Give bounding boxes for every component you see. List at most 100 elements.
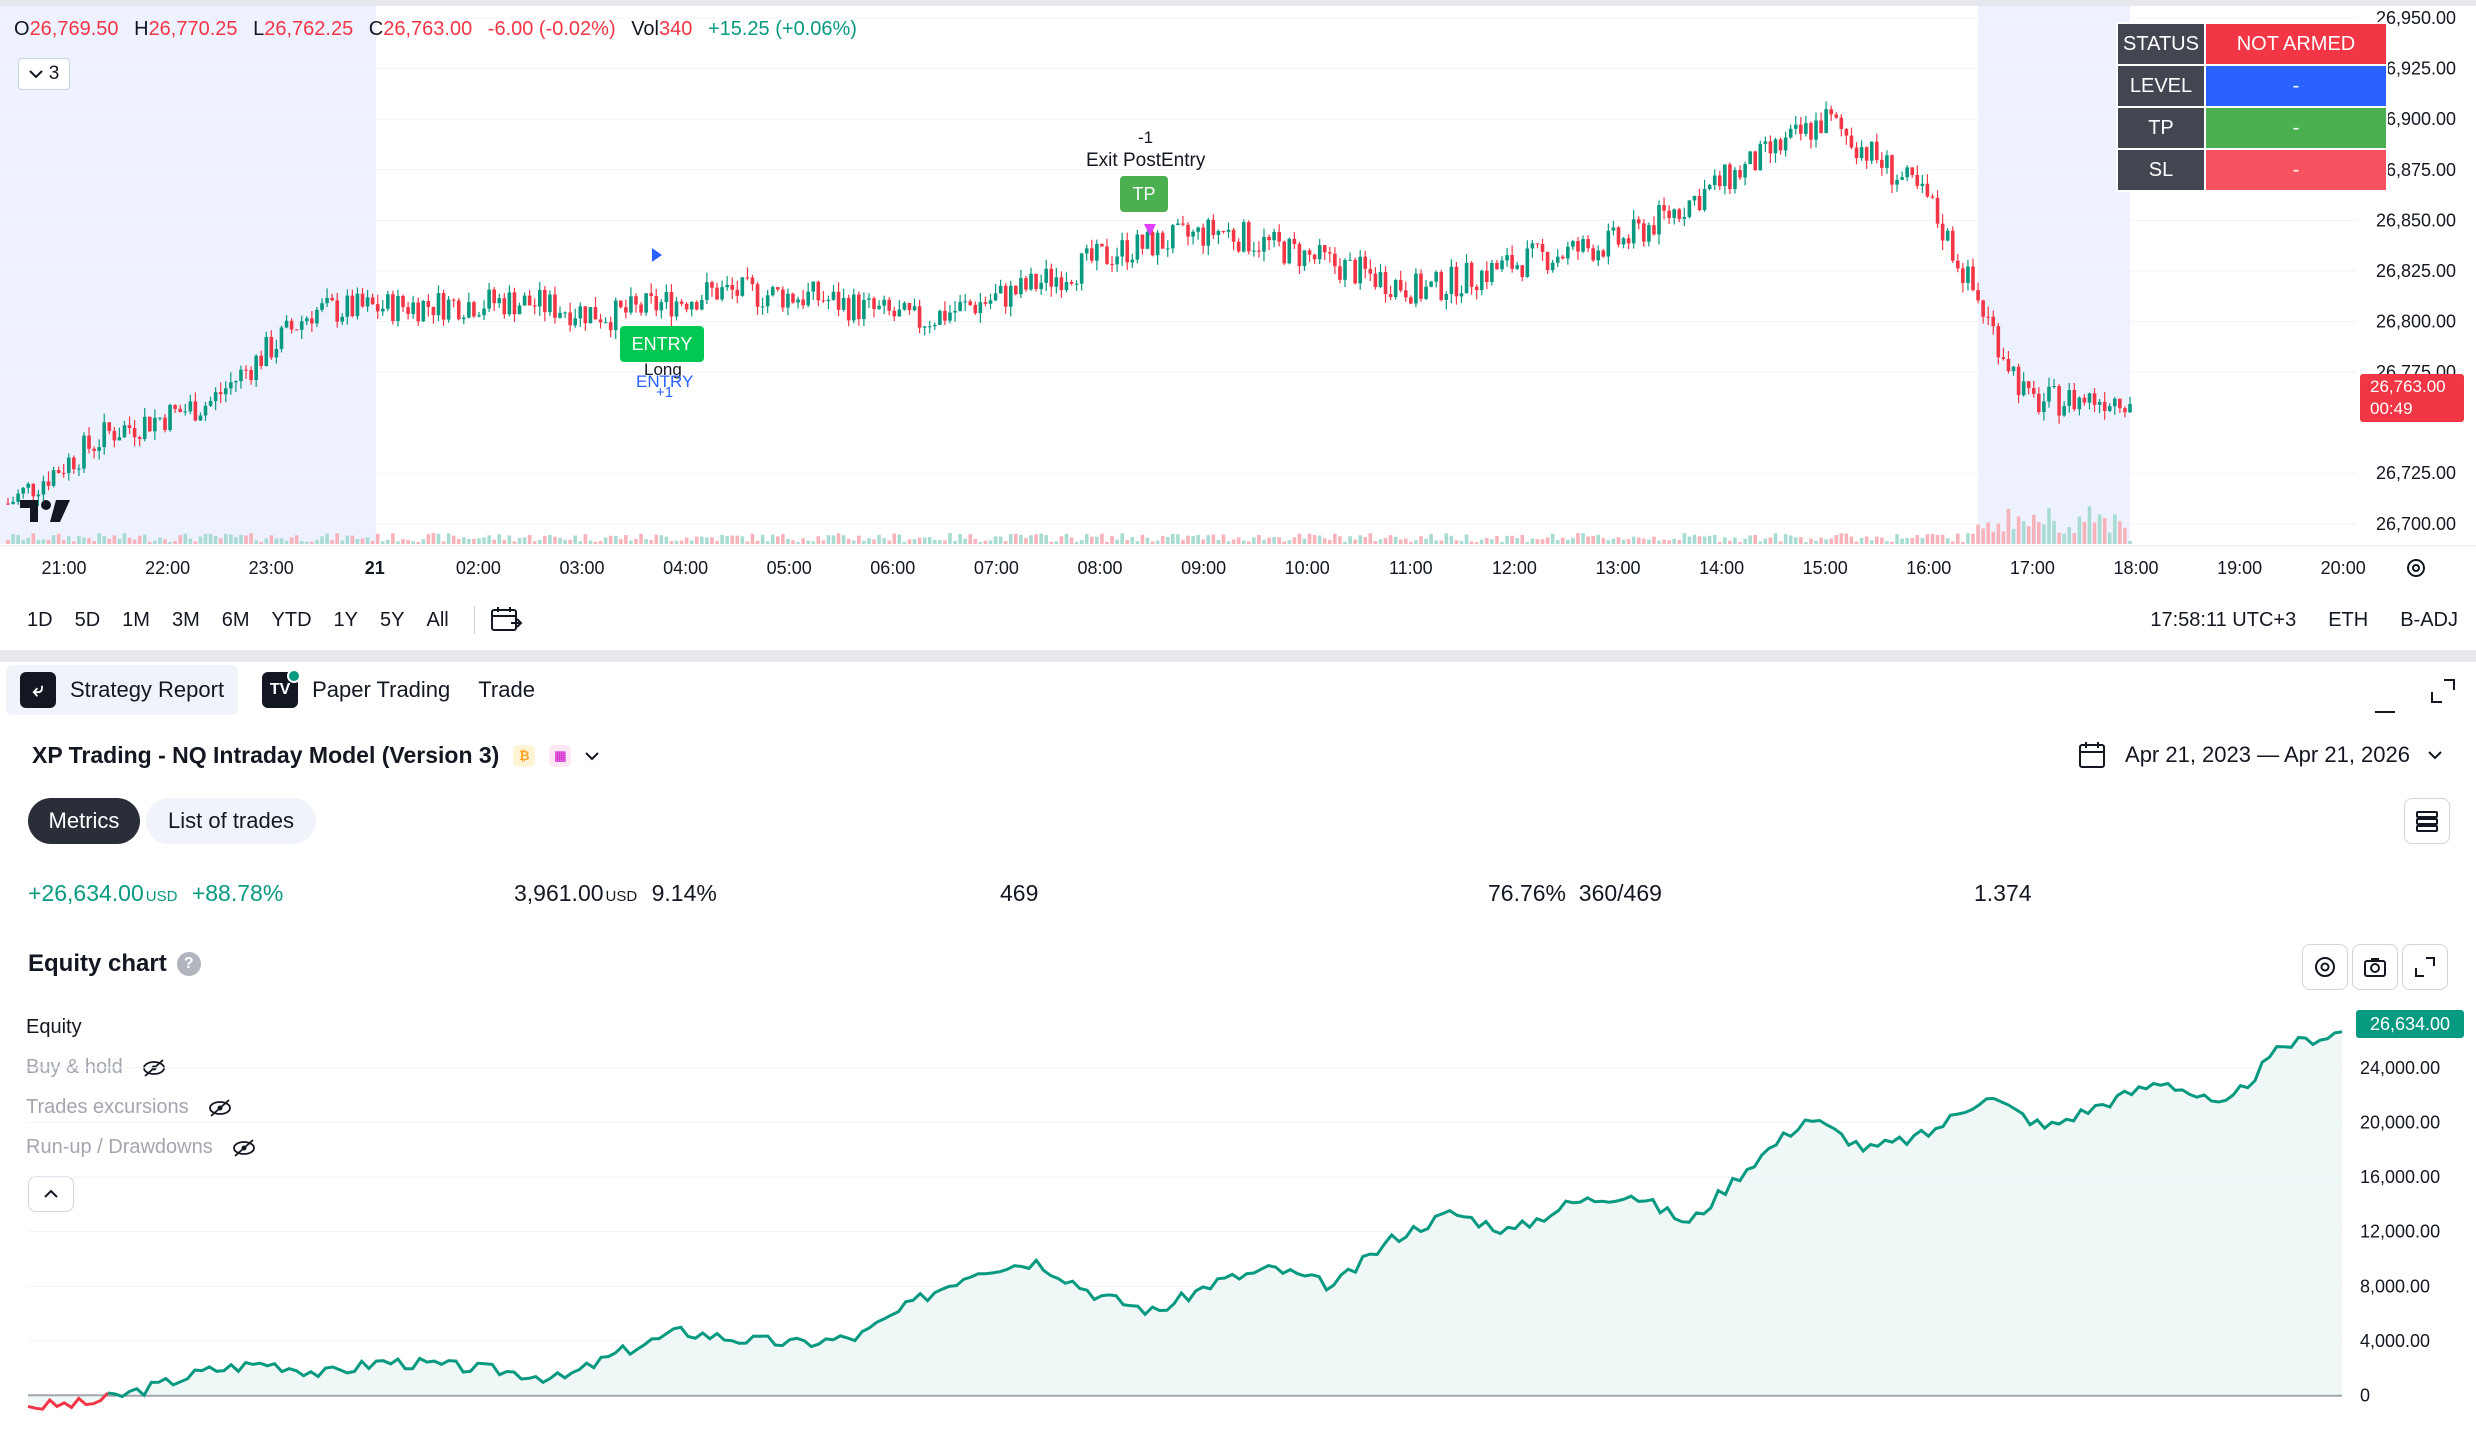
equity-snapshot-button[interactable] [2352, 944, 2398, 990]
volume-bar [380, 541, 385, 544]
volume-bar [1611, 538, 1616, 544]
tf-1d-button[interactable]: 1D [27, 608, 53, 631]
clock[interactable]: 17:58:11 UTC+3 [2150, 608, 2297, 631]
maximize-icon[interactable] [2428, 676, 2458, 706]
tf-3m-button[interactable]: 3M [171, 608, 200, 631]
session-button[interactable]: ETH [2328, 608, 2369, 631]
net-profit-value: +26,634.00 [28, 880, 144, 906]
volume-bar [31, 533, 36, 544]
adjust-button[interactable]: B-ADJ [2400, 608, 2458, 631]
go-to-date-icon[interactable] [489, 605, 523, 635]
current-price: 26,763.00 [2370, 377, 2446, 396]
close-label: C [368, 18, 384, 40]
chevron-down-icon[interactable] [585, 751, 600, 761]
exit-label: Exit PostEntry [1086, 150, 1206, 171]
list-of-trades-button[interactable]: List of trades [146, 798, 316, 844]
candle-body [1738, 170, 1742, 178]
tab-paper-trading[interactable]: TV Paper Trading [248, 665, 464, 715]
eye-off-icon[interactable] [231, 1138, 257, 1158]
candle-body [1444, 294, 1449, 300]
tf-ytd-button[interactable]: YTD [271, 608, 312, 631]
price-chart[interactable]: 26,950.00 26,925.00 26,900.00 26,875.00 26,8… [0, 0, 2476, 588]
drawdown-metric: 3,961.00 USD 9.14% [514, 880, 717, 907]
equity-chart[interactable]: 24,000.00 20,000.00 16,000.00 12,000.00 8,00… [0, 1000, 2476, 1440]
volume-bar [1008, 534, 1013, 544]
candle-body [1155, 232, 1160, 256]
candle-body [1165, 248, 1170, 250]
legend-buy-hold[interactable]: Buy & hold [26, 1056, 167, 1079]
drawdown-percent: 9.14% [651, 880, 717, 906]
eye-off-icon[interactable] [207, 1098, 233, 1118]
volume-bar [958, 534, 962, 544]
candle-body [213, 392, 218, 402]
paper-trading-icon: TV [262, 669, 302, 708]
volume-bar [431, 533, 436, 544]
volume-bar [1236, 537, 1241, 544]
candle-body [786, 293, 790, 308]
volume-bar [543, 535, 547, 544]
low-value: 26,762.25 [264, 18, 354, 40]
date-range-picker[interactable]: Apr 21, 2023 — Apr 21, 2026 [2077, 740, 2442, 770]
volume-bar [1287, 540, 1292, 544]
legend-runup-drawdowns[interactable]: Run-up / Drawdowns [26, 1136, 257, 1159]
metrics-tab-button[interactable]: Metrics [28, 798, 140, 844]
price-tick-label: 26,725.00 [2376, 463, 2456, 483]
time-tick-label: 16:00 [1906, 558, 1951, 578]
time-tick-label: 09:00 [1181, 558, 1226, 578]
volume-bar [593, 541, 598, 544]
candle-body [1272, 232, 1276, 241]
volume-bar [482, 537, 486, 544]
candle-body [2097, 401, 2102, 405]
candle-body [1728, 164, 1732, 189]
volume-bar [770, 534, 775, 544]
candle-body [1419, 273, 1423, 299]
tf-all-button[interactable]: All [426, 608, 449, 631]
volume-bar [1469, 541, 1474, 544]
time-tick-label: 21:00 [41, 558, 86, 578]
candle-body [350, 295, 355, 317]
volume-bar [66, 536, 71, 544]
tf-5y-button[interactable]: 5Y [380, 608, 405, 631]
volume-bar [1586, 536, 1590, 544]
volume-bar [335, 533, 339, 544]
volume-bar [1322, 538, 1327, 544]
volume-bar [1986, 522, 1990, 544]
volume-bar [1024, 538, 1028, 544]
tf-5d-button[interactable]: 5D [74, 608, 101, 631]
volume-bar [1799, 537, 1803, 544]
chart-settings-icon[interactable] [2404, 556, 2428, 580]
volume-bar [1403, 538, 1408, 544]
layout-menu-button[interactable] [2404, 798, 2450, 844]
indicator-toggle-button[interactable]: 3 [18, 58, 70, 90]
volume-bar [294, 535, 299, 544]
candle-body [1505, 254, 1509, 261]
candle-body [203, 405, 208, 416]
legend-trades-excursions[interactable]: Trades excursions [26, 1096, 233, 1119]
volume-bar [583, 534, 588, 544]
volume-bar [1490, 539, 1494, 544]
volume-bar [1130, 537, 1135, 544]
tab-trade[interactable]: Trade [464, 665, 549, 715]
entry-marker[interactable]: ENTRY [620, 326, 704, 362]
panel-divider[interactable] [0, 650, 2476, 662]
candle-body [274, 348, 279, 358]
minimize-icon[interactable] [2372, 690, 2398, 716]
volume-bar [2037, 522, 2041, 544]
tp-marker[interactable]: TP [1120, 176, 1168, 212]
equity-settings-button[interactable] [2302, 944, 2348, 990]
tab-strategy-report[interactable]: ⤶ Strategy Report [6, 665, 239, 715]
legend-equity[interactable]: Equity [26, 1016, 82, 1039]
candle-body [1753, 151, 1758, 171]
volume-bar [1991, 531, 1996, 544]
volume-bar [1880, 537, 1884, 544]
strategy-title[interactable]: XP Trading - NQ Intraday Model (Version … [32, 742, 600, 769]
equity-fullscreen-button[interactable] [2402, 944, 2448, 990]
tf-1y-button[interactable]: 1Y [333, 608, 359, 631]
volume-bar [1171, 533, 1175, 544]
tf-1m-button[interactable]: 1M [122, 608, 150, 631]
volume-bar [1616, 537, 1621, 544]
tf-6m-button[interactable]: 6M [221, 608, 250, 631]
collapse-legend-button[interactable] [28, 1176, 74, 1212]
change-value: -6.00 (-0.02%) [487, 18, 616, 40]
help-icon[interactable]: ? [176, 952, 201, 976]
